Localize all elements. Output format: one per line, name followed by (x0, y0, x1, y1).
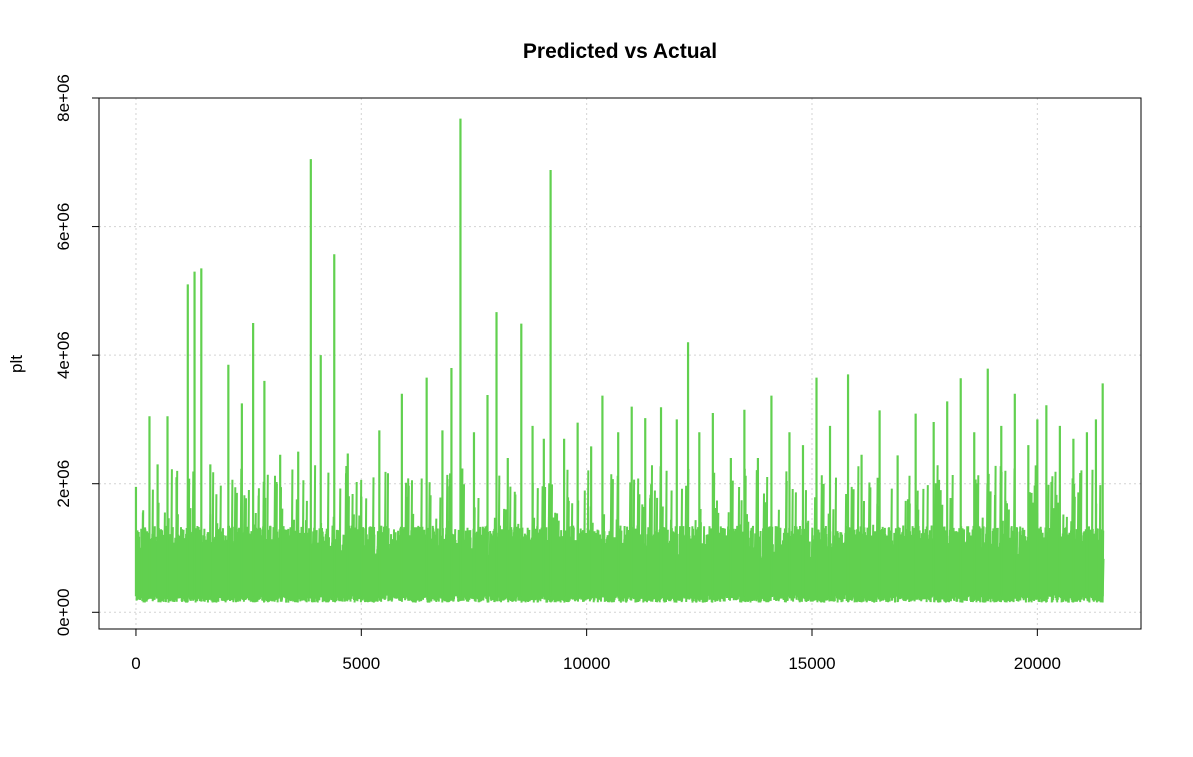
y-axis-label: plt (7, 355, 26, 373)
chart-title: Predicted vs Actual (523, 40, 717, 63)
x-tick-label: 10000 (563, 654, 610, 673)
y-tick-label: 0e+00 (54, 588, 73, 636)
x-tick-label: 20000 (1014, 654, 1061, 673)
x-axis: 0 5000 10000 15000 20000 (131, 628, 1061, 673)
y-tick-label: 2e+06 (54, 460, 73, 508)
y-tick-label: 4e+06 (54, 331, 73, 379)
data-layer (134, 118, 1105, 603)
y-axis: 0e+00 2e+06 4e+06 6e+06 8e+06 (54, 74, 100, 636)
y-tick-label: 6e+06 (54, 203, 73, 251)
x-tick-label: 5000 (342, 654, 380, 673)
y-tick-label: 8e+06 (54, 74, 73, 122)
x-tick-label: 0 (131, 654, 140, 673)
x-tick-label: 15000 (788, 654, 835, 673)
